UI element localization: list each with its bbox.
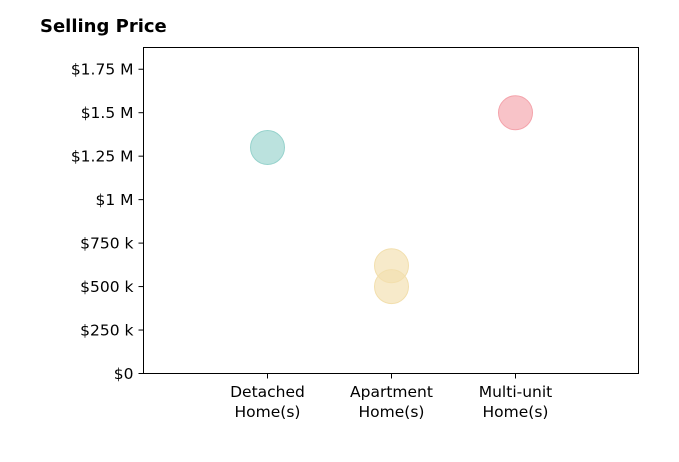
y-axis: $0 $250 k $500 k $750 k $1 M $1.25 M $1.5 M $1.… (71, 61, 144, 383)
chart-title: Selling Price (40, 16, 167, 37)
x-tick-label: Apartment (350, 383, 433, 401)
y-tick-label: $750 k (80, 235, 133, 253)
x-tick-label: Home(s) (235, 403, 301, 421)
y-tick-label: $1.5 M (81, 104, 134, 122)
y-tick-label: $500 k (80, 278, 133, 296)
data-point (498, 95, 533, 131)
plot-frame (143, 47, 639, 374)
y-tick-label: $1.25 M (71, 148, 134, 166)
y-tick-label: $0 (114, 365, 134, 383)
y-tick-label: $1 M (95, 191, 133, 209)
data-point (374, 269, 409, 305)
data-point (250, 129, 285, 165)
points-layer (250, 95, 533, 305)
y-tick-label: $250 k (80, 322, 133, 340)
y-tick-label: $1.75 M (71, 61, 134, 79)
x-tick-label: Home(s) (359, 403, 425, 421)
x-tick-label: Home(s) (483, 403, 549, 421)
x-tick-label: Detached (230, 383, 305, 401)
x-axis: Detached Home(s) Apartment Home(s) Multi-uni… (230, 373, 553, 421)
x-tick-label: Multi-unit (479, 383, 553, 401)
